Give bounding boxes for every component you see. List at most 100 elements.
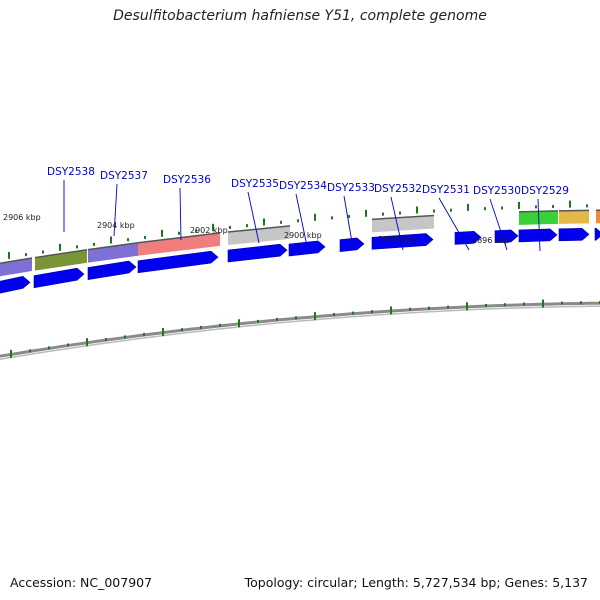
leader-line [295,193,308,247]
cog-bar [372,215,434,233]
gene-label-dsy2533[interactable]: DSY2533 [327,182,375,249]
gene-label-text[interactable]: DSY2538 [47,166,95,178]
gc-skew-tick [504,303,506,307]
kbp-label: 2904 kbp [97,221,135,230]
cog-bar-edge [34,248,88,259]
gc-tick [467,203,469,211]
gc-skew-tick [29,349,31,353]
gc-tick [246,224,248,228]
gene-arrow[interactable] [0,276,31,294]
backbone-shadow [0,305,600,360]
gc-skew-ticks [10,299,600,358]
gene-labels[interactable]: DSY2538 DSY2537 DSY2536 DSY2535 DSY2534 DSY25… [47,166,569,252]
gene-label-text[interactable]: DSY2535 [231,178,279,190]
gene-label-dsy2534[interactable]: DSY2534 [279,180,327,247]
gc-skew-tick [352,311,354,315]
gene-arrow[interactable] [594,227,600,241]
gc-skew-tick [523,302,525,306]
gc-tick [76,245,78,249]
gc-tick [399,211,401,215]
map-title: Desulfitobacterium hafniense Y51, comple… [113,8,487,24]
gc-skew-tick [276,318,278,322]
cog-bar-edge [371,214,435,221]
gene-label-text[interactable]: DSY2533 [327,182,375,194]
gc-skew-tick [105,338,107,342]
backbone-line [0,301,600,358]
gc-skew-tick [542,299,544,308]
gene-label-dsy2529[interactable]: DSY2529 [521,185,569,252]
gene-arrow[interactable] [288,240,326,257]
genome-summary-text: Topology: circular; Length: 5,727,534 bp… [244,575,588,590]
gene-label-text[interactable]: DSY2530 [473,185,521,197]
gc-tick [25,253,27,257]
gene-arrow[interactable] [518,228,558,243]
kbp-labels: 2906 kbp 2904 kbp 2902 kbp 2900 kbp 2898 kbp… [3,213,510,245]
gene-label-dsy2535[interactable]: DSY2535 [231,178,279,244]
gc-skew-tick [257,319,259,323]
gene-label-text[interactable]: DSY2536 [163,174,211,186]
cog-bar-edge [227,225,291,233]
gc-skew-tick [333,313,335,317]
gc-tick [42,250,44,254]
gc-skew-tick [219,323,221,327]
gene-arrow[interactable] [558,228,590,242]
cog-bar [596,210,600,224]
cog-bar [35,249,87,271]
gc-tick [569,200,571,208]
gene-arrow[interactable] [137,250,219,274]
leader-line [113,183,118,237]
gc-tick [450,208,452,212]
cog-bar [138,232,220,256]
kbp-label: 2902 kbp [190,226,228,235]
gene-label-dsy2537[interactable]: DSY2537 [100,170,148,237]
kbp-label: 2900 kbp [284,231,322,240]
gene-arrow[interactable] [227,243,288,263]
gc-tick [127,238,129,242]
gene-arrow[interactable] [371,233,434,250]
gc-tick [586,204,588,208]
gene-label-dsy2536[interactable]: DSY2536 [163,174,211,241]
gc-tick [93,242,95,246]
gc-skew-tick [295,316,297,320]
gene-label-text[interactable]: DSY2537 [100,170,148,182]
gc-skew-tick [200,325,202,329]
gc-tick [484,207,486,211]
leader-line [438,197,470,251]
gc-skew-tick [143,332,145,336]
gene-label-text[interactable]: DSY2531 [422,184,470,196]
leader-line [247,191,260,244]
leader-line [179,187,182,241]
cog-bar-edge [87,242,139,251]
gene-arrow[interactable] [454,230,482,245]
gc-tick [365,209,367,217]
gc-tick [59,243,61,251]
leader-line [489,198,508,251]
cog-bar-edge [558,209,590,212]
gene-label-text[interactable]: DSY2534 [279,180,327,192]
genome-backbone [0,301,600,360]
gene-arrows [0,227,600,294]
gc-tick [501,206,503,210]
kbp-label: 2898 kbp [378,235,416,244]
gene-arrow[interactable] [33,267,85,289]
gene-label-dsy2531[interactable]: DSY2531 [422,184,470,251]
gene-label-text[interactable]: DSY2532 [374,183,422,195]
gc-skew-tick [181,328,183,332]
gc-tick [331,216,333,220]
cog-bar [559,210,589,224]
gc-tick [8,251,10,259]
gc-skew-tick [238,319,240,328]
cog-bar-edge [0,257,33,264]
gene-label-dsy2538[interactable]: DSY2538 [47,166,95,232]
gc-skew-tick [124,335,126,339]
gc-content-ticks [8,200,588,259]
gc-tick [433,209,435,213]
gene-label-dsy2532[interactable]: DSY2532 [374,183,422,251]
gene-label-text[interactable]: DSY2529 [521,185,569,197]
gene-arrow[interactable] [87,260,137,280]
gene-label-dsy2530[interactable]: DSY2530 [473,185,521,251]
gc-skew-tick [86,338,88,347]
gene-arrow[interactable] [494,229,519,244]
